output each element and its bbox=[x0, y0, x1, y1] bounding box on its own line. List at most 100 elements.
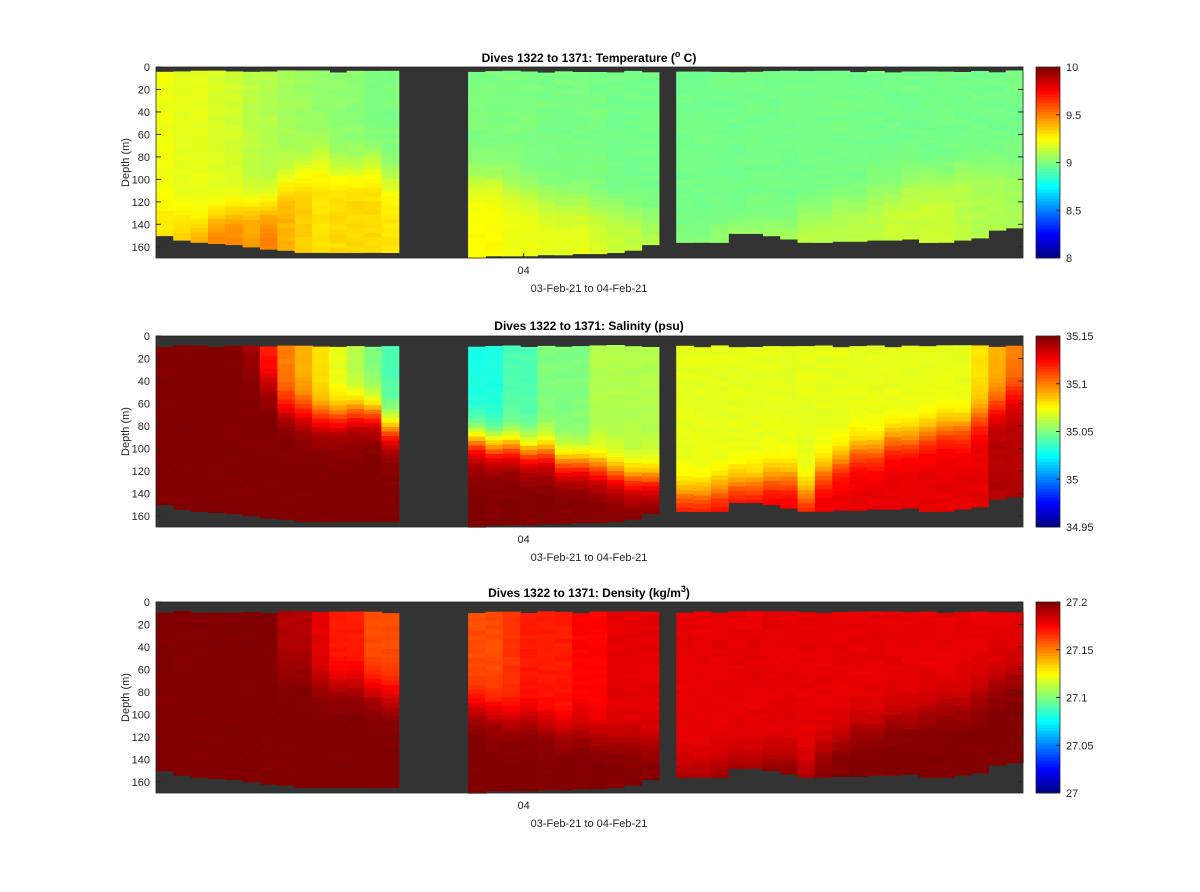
colorbar-segment bbox=[1036, 515, 1060, 519]
heatmap-cell bbox=[554, 165, 573, 171]
heatmap-cell bbox=[208, 173, 226, 179]
colorbar-segment bbox=[1036, 446, 1060, 450]
heatmap-cell bbox=[606, 153, 625, 159]
heatmap-cell bbox=[936, 80, 955, 86]
heatmap-cell bbox=[728, 99, 747, 105]
heatmap-cell bbox=[242, 417, 261, 423]
heatmap-cell bbox=[797, 102, 816, 108]
heatmap-cell bbox=[364, 683, 382, 689]
heatmap-cell bbox=[624, 395, 643, 401]
heatmap-cell bbox=[988, 378, 1007, 384]
heatmap-cell bbox=[520, 378, 538, 384]
heatmap-cell bbox=[502, 350, 521, 356]
heatmap-cell bbox=[589, 403, 608, 409]
heatmap-cell bbox=[572, 229, 591, 235]
heatmap-cell bbox=[520, 228, 538, 234]
heatmap-cell bbox=[242, 422, 261, 428]
heatmap-cell bbox=[468, 481, 486, 487]
heatmap-cell bbox=[173, 215, 192, 221]
heatmap-cell bbox=[554, 360, 573, 366]
heatmap-cell bbox=[260, 183, 278, 189]
heatmap-cell bbox=[832, 455, 851, 461]
heatmap-cell bbox=[624, 174, 643, 180]
heatmap-cell bbox=[849, 418, 868, 424]
heatmap-cell bbox=[606, 620, 625, 626]
heatmap-cell bbox=[797, 625, 816, 631]
heatmap-cell bbox=[502, 183, 521, 189]
heatmap-cell bbox=[294, 660, 313, 666]
heatmap-cell bbox=[710, 197, 729, 203]
heatmap-cell bbox=[693, 491, 712, 497]
heatmap-cell bbox=[502, 652, 521, 658]
heatmap-cell bbox=[572, 224, 591, 230]
heatmap-cell bbox=[589, 358, 608, 364]
heatmap-cell bbox=[242, 381, 261, 387]
heatmap-cell bbox=[762, 359, 781, 365]
heatmap-cell bbox=[554, 620, 573, 626]
heatmap-cell bbox=[260, 490, 278, 496]
heatmap-cell bbox=[173, 367, 192, 373]
heatmap-cell bbox=[520, 693, 538, 699]
heatmap-cell bbox=[294, 363, 313, 369]
heatmap-cell bbox=[832, 612, 851, 618]
heatmap-cell bbox=[381, 653, 400, 659]
heatmap-cell bbox=[728, 184, 747, 190]
heatmap-cell bbox=[225, 242, 244, 246]
heatmap-cell bbox=[641, 139, 660, 145]
heatmap-cell bbox=[312, 477, 330, 483]
heatmap-cell bbox=[1005, 70, 1024, 76]
heatmap-cell bbox=[866, 156, 885, 162]
heatmap-cell bbox=[156, 76, 174, 82]
heatmap-cell bbox=[208, 499, 226, 505]
heatmap-cell bbox=[745, 678, 764, 684]
heatmap-cell bbox=[277, 187, 296, 193]
heatmap-cell bbox=[606, 502, 625, 508]
heatmap-cell bbox=[572, 382, 591, 388]
heatmap-cell bbox=[364, 481, 382, 487]
heatmap-cell bbox=[953, 220, 972, 226]
heatmap-cell bbox=[641, 701, 660, 707]
heatmap-cell bbox=[554, 778, 573, 784]
heatmap-cell bbox=[381, 729, 400, 735]
heatmap-cell bbox=[745, 387, 764, 393]
heatmap-cell bbox=[849, 368, 868, 374]
heatmap-cell bbox=[728, 611, 747, 617]
heatmap-cell bbox=[572, 148, 591, 154]
y-tick-label: 100 bbox=[132, 443, 150, 455]
heatmap-cell bbox=[988, 495, 1007, 500]
heatmap-cell bbox=[797, 706, 816, 712]
heatmap-cell bbox=[572, 152, 591, 158]
heatmap-cell bbox=[572, 395, 591, 401]
heatmap-cell bbox=[468, 463, 486, 469]
heatmap-cell bbox=[225, 689, 244, 695]
heatmap-cell bbox=[381, 485, 400, 491]
heatmap-cell bbox=[502, 629, 521, 635]
heatmap-cell bbox=[849, 202, 868, 208]
heatmap-cell bbox=[260, 716, 278, 722]
heatmap-cell bbox=[728, 144, 747, 150]
heatmap-cell bbox=[554, 760, 573, 766]
heatmap-cell bbox=[225, 471, 244, 477]
heatmap-cell bbox=[884, 144, 903, 150]
heatmap-cell bbox=[728, 171, 747, 177]
heatmap-cell bbox=[364, 414, 382, 420]
heatmap-cell bbox=[624, 187, 643, 193]
heatmap-cell bbox=[676, 386, 695, 392]
heatmap-cell bbox=[554, 246, 573, 252]
heatmap-cell bbox=[520, 130, 538, 136]
heatmap-cell bbox=[762, 125, 781, 131]
heatmap-cell bbox=[381, 422, 400, 428]
heatmap-cell bbox=[520, 183, 538, 189]
heatmap-cell bbox=[242, 170, 261, 176]
heatmap-cell bbox=[381, 418, 400, 424]
heatmap-cell bbox=[814, 707, 833, 713]
heatmap-cell bbox=[225, 183, 244, 189]
heatmap-cell bbox=[988, 90, 1007, 96]
colorbar-segment bbox=[1036, 464, 1060, 468]
heatmap-cell bbox=[572, 626, 591, 632]
heatmap-cell bbox=[641, 117, 660, 123]
heatmap-cell bbox=[728, 374, 747, 380]
heatmap-cell bbox=[572, 90, 591, 96]
heatmap-cell bbox=[676, 720, 695, 726]
heatmap-cell bbox=[173, 615, 192, 621]
